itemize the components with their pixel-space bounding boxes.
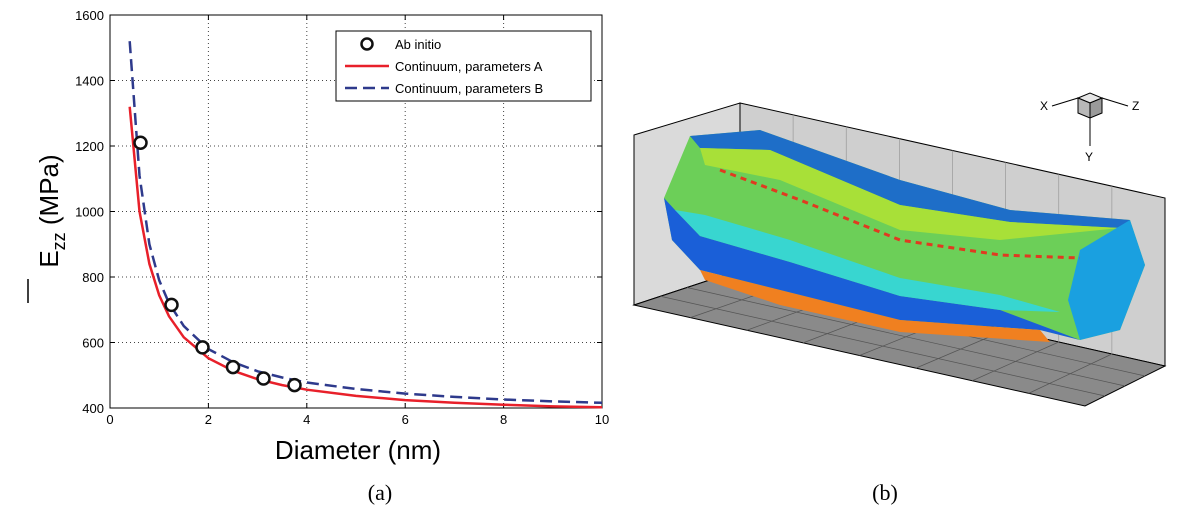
ab-initio-point	[256, 371, 271, 386]
triad-label-x: X	[1040, 99, 1048, 113]
x-tick-label: 4	[303, 412, 310, 427]
3d-surface-plot: X Z Y	[632, 92, 1167, 407]
legend-marker-ab-initio	[360, 37, 374, 51]
legend-label-param-b: Continuum, parameters B	[395, 81, 543, 96]
legend-label-param-a: Continuum, parameters A	[395, 59, 543, 74]
legend: Ab initio Continuum, parameters A Contin…	[335, 30, 592, 102]
legend-label-ab-initio: Ab initio	[395, 37, 441, 52]
surface-bottom-band-orange	[700, 270, 1050, 342]
triad-label-z: Z	[1132, 99, 1139, 113]
ab-initio-point	[164, 297, 179, 313]
ab-initio-point	[133, 135, 148, 150]
ab-initio-point	[225, 359, 241, 375]
caption-a: (a)	[368, 480, 392, 505]
triad-x-axis	[1051, 97, 1079, 107]
ab-initio-point	[195, 340, 210, 355]
triad-cube-right	[1089, 97, 1103, 119]
line-chart: 0 2 4 6 8 10 400 600 800 1000 1200 1400 1600 Ab init…	[27, 8, 609, 465]
y-tick-label: 600	[82, 336, 104, 351]
y-tick-label: 400	[82, 401, 104, 416]
axes-triad: X Z Y	[1040, 92, 1139, 164]
triad-z-axis	[1101, 97, 1129, 107]
series-line-param-b	[128, 41, 603, 405]
y-axis-label-unit: (MPa)	[34, 154, 64, 232]
svg-text:Ezz (MPa): Ezz (MPa)	[34, 154, 69, 267]
x-tick-label: 6	[402, 412, 409, 427]
floor-gridline-cross	[686, 287, 1126, 387]
surface-mid-band-cyan	[675, 210, 1060, 312]
caption-b: (b)	[872, 480, 898, 505]
surface-top-band-blue	[690, 130, 1130, 228]
floor-gridline-cross	[660, 295, 1106, 397]
surface-end-cap	[1068, 220, 1145, 340]
x-tick-label: 0	[106, 412, 113, 427]
y-tick-label: 1600	[75, 8, 104, 23]
y-axis-label-subscript: zz	[49, 232, 69, 250]
ab-initio-point	[287, 377, 302, 393]
surface-mid-band-blue	[664, 198, 1080, 340]
y-tick-label: 800	[82, 270, 104, 285]
x-tick-label: 2	[205, 412, 212, 427]
x-tick-label: 10	[595, 412, 609, 427]
y-tick-label: 1200	[75, 139, 104, 154]
surface-hotspot-line	[719, 168, 1081, 260]
x-axis-label: Diameter (nm)	[275, 435, 441, 465]
series-layer	[128, 41, 603, 409]
y-tick-label: 1400	[75, 74, 104, 89]
floor-plane	[632, 269, 1167, 407]
y-axis-label: Ezz (MPa)	[27, 154, 69, 303]
y-axis-label-symbol: E	[34, 250, 64, 267]
x-tick-label: 8	[500, 412, 507, 427]
y-tick-label: 1000	[75, 205, 104, 220]
grid-lines	[110, 15, 602, 408]
nanowire-surface	[664, 130, 1145, 342]
triad-label-y: Y	[1085, 150, 1093, 164]
surface-top-band-green	[700, 148, 1120, 240]
